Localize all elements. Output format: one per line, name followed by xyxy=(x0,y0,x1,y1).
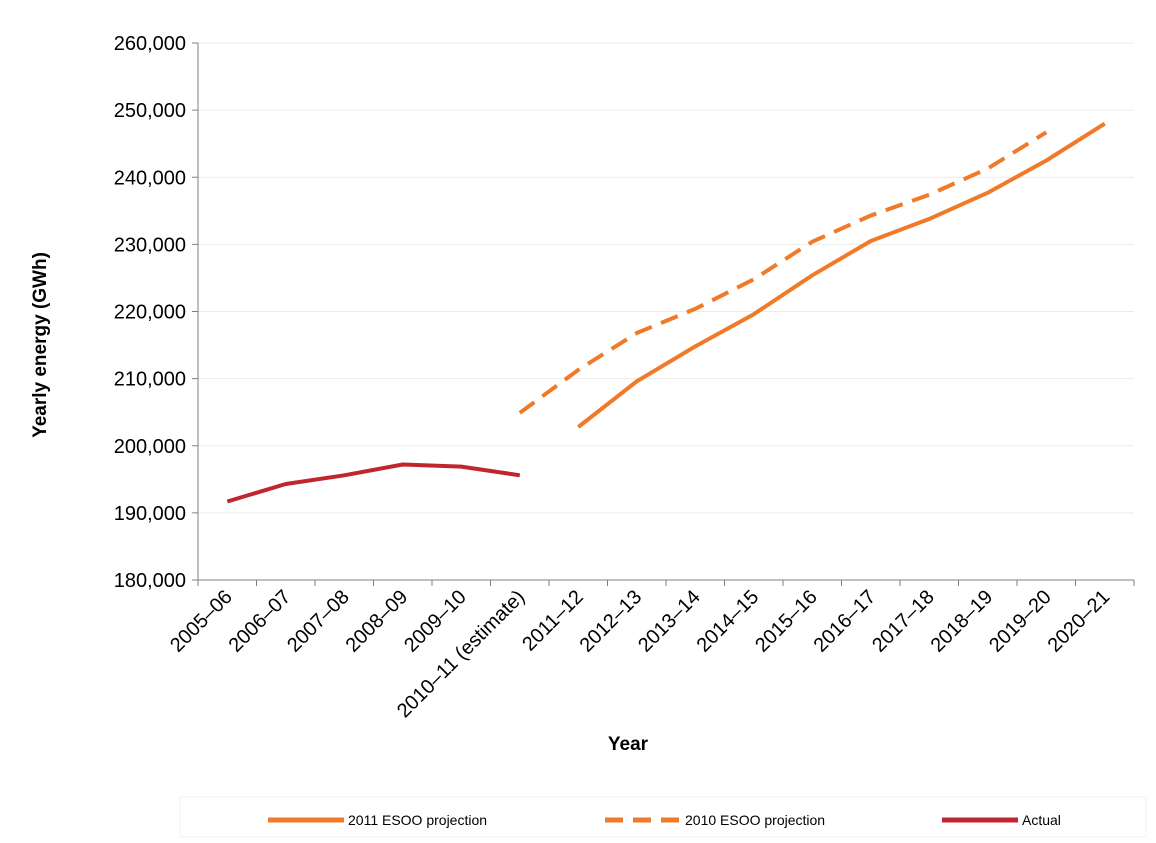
x-tick-label: 2008–09 xyxy=(342,586,413,657)
y-tick-label: 240,000 xyxy=(114,167,186,189)
x-tick-label: 2014–15 xyxy=(693,586,764,657)
legend-box xyxy=(179,796,1147,838)
x-tick-label: 2016–17 xyxy=(810,586,881,657)
series-lines xyxy=(226,121,1106,504)
series-line xyxy=(518,130,1048,415)
x-tick-label: 2013–14 xyxy=(634,586,705,657)
x-tick-label: 2012–13 xyxy=(576,586,647,657)
y-tick-label: 210,000 xyxy=(114,369,186,391)
legend-label: 2010 ESOO projection xyxy=(685,812,825,828)
axes xyxy=(192,42,1135,586)
x-tick-label: 2018–19 xyxy=(927,586,998,657)
x-tick-label: 2015–16 xyxy=(751,586,822,657)
y-tick-label: 230,000 xyxy=(114,234,186,256)
y-tick-label: 220,000 xyxy=(114,302,186,324)
legend-label: 2011 ESOO projection xyxy=(348,812,487,828)
y-tick-label: 200,000 xyxy=(114,436,186,458)
grid-lines xyxy=(198,42,1134,514)
y-axis-title: Yearly energy (GWh) xyxy=(30,252,51,438)
y-tick-label: 180,000 xyxy=(114,570,186,592)
y-tick-label: 260,000 xyxy=(114,33,186,55)
x-tick-label: 2019–20 xyxy=(985,586,1056,657)
x-tick-label: 2011–12 xyxy=(518,586,588,656)
x-axis-title: Year xyxy=(608,734,649,755)
series-line xyxy=(577,121,1106,429)
x-tick-labels: 2005–062006–072007–082008–092009–102010–… xyxy=(166,586,1114,722)
y-tick-labels: 180,000 190,000 200,000 210,000 220,000 230,0… xyxy=(114,33,186,592)
x-tick-label: 2007–08 xyxy=(283,586,354,657)
y-tick-label: 250,000 xyxy=(114,100,186,122)
legend: 2011 ESOO projection 2010 ESOO projection… xyxy=(179,796,1147,838)
x-tick-label: 2020–21 xyxy=(1044,586,1115,657)
x-tick-label: 2005–06 xyxy=(166,586,237,657)
x-tick-label: 2017–18 xyxy=(868,586,939,657)
x-tick-label: 2006–07 xyxy=(225,586,296,657)
y-tick-label: 190,000 xyxy=(114,503,186,525)
legend-label: Actual xyxy=(1022,812,1061,828)
series-line xyxy=(226,462,521,504)
